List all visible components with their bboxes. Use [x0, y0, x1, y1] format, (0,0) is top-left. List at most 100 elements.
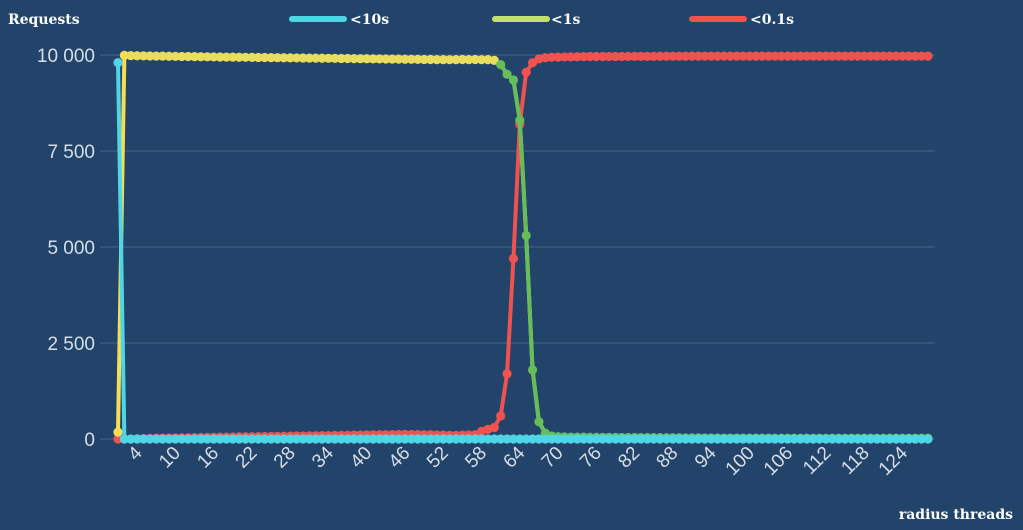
data-point [604, 51, 614, 62]
legend-item-lt1s[interactable]: <1s [492, 12, 580, 28]
data-point [591, 51, 601, 62]
data-point [808, 51, 818, 61]
data-point [649, 51, 659, 61]
data-point [508, 253, 519, 264]
data-point [317, 53, 327, 63]
data-point [438, 434, 448, 444]
legend-item-lt10s[interactable]: <10s [289, 12, 389, 28]
data-point [885, 434, 895, 444]
data-point [489, 434, 499, 444]
data-point [706, 51, 716, 61]
data-point [598, 434, 608, 444]
data-point [712, 51, 723, 61]
data-point [661, 434, 672, 444]
data-point [757, 51, 767, 61]
data-point [885, 51, 895, 61]
data-point [917, 51, 927, 61]
data-point [725, 51, 735, 61]
data-point [585, 434, 595, 444]
data-point [323, 53, 334, 63]
data-point [183, 434, 193, 444]
data-point [464, 55, 474, 65]
data-point [872, 51, 882, 61]
data-point [240, 434, 251, 444]
data-point [578, 434, 589, 444]
data-point [298, 434, 308, 444]
data-point [783, 51, 793, 61]
data-point [432, 434, 442, 444]
data-point [566, 52, 576, 62]
data-point [789, 434, 799, 444]
data-point [387, 54, 397, 64]
data-point [406, 54, 416, 64]
data-point [272, 434, 283, 444]
y-tick-labels: 10 000 7 500 5 000 2 500 0 [37, 46, 95, 451]
data-point [865, 51, 876, 61]
data-point [209, 52, 219, 62]
data-point [515, 115, 525, 125]
data-point [712, 434, 723, 444]
data-point [349, 434, 359, 444]
data-point [821, 434, 831, 444]
data-point [846, 434, 857, 444]
data-point [559, 52, 570, 62]
data-point [330, 434, 340, 444]
data-point [145, 434, 155, 444]
data-point [814, 51, 825, 61]
data-point [527, 365, 538, 375]
data-point [336, 434, 346, 444]
data-point [668, 434, 678, 444]
legend-label-lt1s: <1s [551, 12, 580, 28]
data-point [419, 434, 429, 444]
data-point [425, 434, 436, 444]
data-point [719, 51, 729, 61]
data-point [253, 434, 263, 444]
data-point [923, 434, 933, 444]
data-point [846, 51, 857, 61]
data-point [406, 434, 416, 444]
data-point [189, 52, 200, 62]
data-point [253, 52, 263, 63]
data-point [853, 434, 863, 444]
legend[interactable]: <10s <1s <0.1s [289, 12, 794, 28]
data-point [298, 53, 308, 63]
data-point [496, 434, 506, 444]
data-point [234, 434, 244, 444]
data-point [445, 434, 455, 444]
data-point [202, 52, 212, 62]
data-point [763, 434, 774, 444]
legend-item-lt01s[interactable]: <0.1s [689, 12, 794, 28]
data-point [247, 434, 257, 444]
data-point [808, 434, 818, 444]
data-point [457, 434, 468, 444]
data-point [304, 53, 314, 63]
data-point [693, 51, 703, 61]
data-point [343, 434, 353, 444]
data-point [776, 434, 786, 444]
data-point [362, 434, 372, 444]
data-point [164, 434, 174, 444]
data-point [483, 434, 493, 444]
data-point [387, 434, 397, 444]
data-point [904, 434, 914, 444]
data-point [521, 67, 531, 77]
data-point [795, 51, 806, 61]
data-point [770, 434, 780, 444]
data-point [451, 55, 461, 65]
data-point [598, 51, 608, 62]
data-point [138, 51, 149, 61]
data-point [132, 434, 142, 444]
data-point [834, 51, 844, 61]
data-point [534, 417, 544, 427]
data-point [304, 434, 314, 444]
data-point [164, 51, 174, 61]
data-point [802, 434, 812, 444]
data-point [623, 434, 633, 444]
data-point [196, 52, 206, 62]
data-point [266, 434, 276, 444]
data-point [189, 434, 200, 444]
data-point [732, 51, 742, 61]
data-point [521, 434, 531, 444]
data-point [917, 434, 927, 444]
